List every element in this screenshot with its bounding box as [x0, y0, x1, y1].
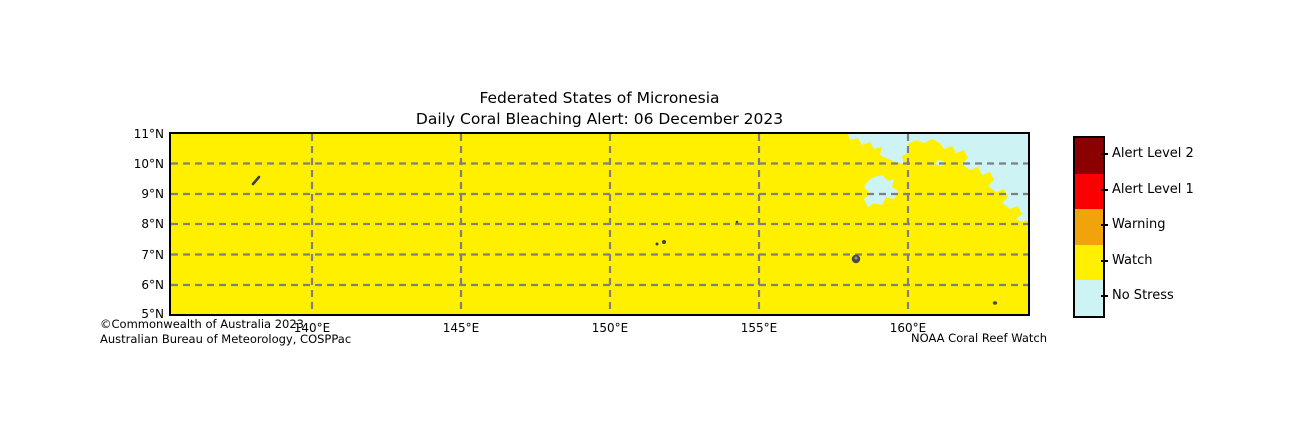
- ytick-10n: 10°N: [133, 156, 164, 171]
- copyright-text: ©Commonwealth of Australia 2023 Australi…: [100, 317, 351, 347]
- noaa-attribution: NOAA Coral Reef Watch: [911, 331, 1047, 345]
- legend-label-warning: Warning: [1112, 217, 1166, 232]
- island-dot: [662, 240, 666, 244]
- island-dot: [992, 301, 998, 305]
- legend-tick: [1101, 224, 1108, 226]
- legend-label-alert-level-1: Alert Level 1: [1112, 181, 1194, 197]
- ytick-9n: 9°N: [141, 187, 164, 201]
- chart-title: Federated States of Micronesia Daily Cor…: [171, 88, 1028, 130]
- legend-swatch-no-stress: [1075, 280, 1103, 316]
- legend-tick: [1101, 295, 1108, 297]
- alert-map: [169, 132, 1030, 316]
- legend-label-alert-level-2: Alert Level 2: [1112, 146, 1194, 161]
- legend-swatch-warning: [1075, 209, 1103, 245]
- xtick-155e: 155°E: [740, 321, 778, 335]
- legend-label-no-stress: No Stress: [1112, 288, 1174, 303]
- ytick-11n: 11°N: [133, 127, 164, 141]
- legend-swatch-watch: [1075, 244, 1103, 281]
- legend-swatch-alert-level-1: [1075, 173, 1103, 210]
- island-dot: [655, 242, 659, 246]
- title-line-1: Federated States of Micronesia: [479, 89, 720, 107]
- xtick-140e: 140°E: [293, 321, 331, 335]
- ytick-6n: 6°N: [141, 278, 164, 292]
- legend-tick: [1101, 259, 1108, 262]
- legend-tick: [1101, 153, 1108, 155]
- no-stress-blob: [864, 175, 898, 207]
- island-dot: [854, 256, 858, 260]
- xtick-145e: 145°E: [442, 321, 480, 335]
- ytick-8n: 8°N: [141, 217, 164, 231]
- title-line-2: Daily Coral Bleaching Alert: 06 December…: [415, 110, 784, 128]
- island-dot: [251, 175, 261, 186]
- legend-label-watch: Watch: [1112, 252, 1153, 268]
- copyright-line-2: Australian Bureau of Meteorology, COSPPa…: [100, 332, 352, 346]
- island-dot: [735, 220, 739, 224]
- copyright-line-1: ©Commonwealth of Australia 2023: [100, 317, 305, 331]
- ytick-7n: 7°N: [141, 247, 164, 262]
- islands: [251, 175, 998, 305]
- xtick-160e: 160°E: [889, 321, 927, 335]
- legend-colorbar: [1073, 136, 1105, 318]
- no-stress-region: [848, 134, 1028, 222]
- xtick-150e: 150°E: [591, 321, 629, 335]
- ytick-5n: 5°N: [141, 307, 164, 321]
- legend-tick: [1101, 188, 1108, 191]
- graticule: [171, 134, 1028, 314]
- legend-swatch-alert-level-2: [1075, 138, 1103, 174]
